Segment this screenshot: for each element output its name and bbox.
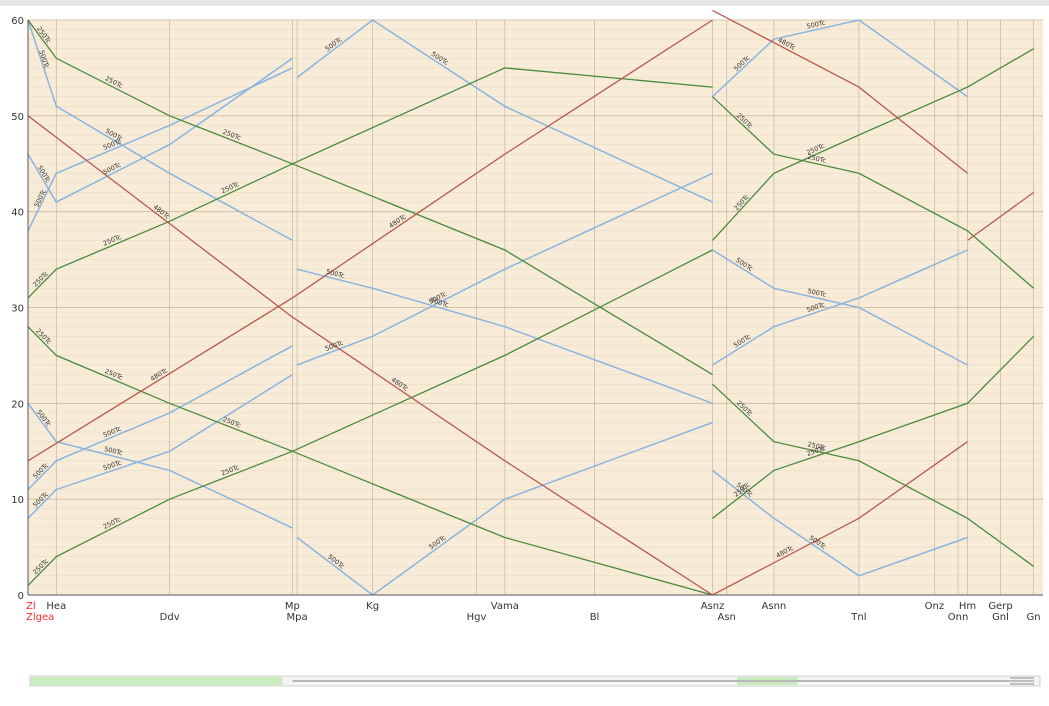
train-line-local	[296, 421, 713, 596]
train-line-freight	[967, 191, 1034, 241]
train-line-local	[27, 402, 293, 529]
station-label: Ddv	[160, 612, 180, 623]
station-label: Gerp	[988, 601, 1012, 612]
y-tick-label: 30	[11, 304, 24, 315]
train-line-express	[712, 335, 1035, 519]
top-header-bar	[0, 0, 1049, 6]
train-line-local	[712, 249, 968, 366]
station-label: Bl	[590, 612, 600, 623]
station-label: Zlgea	[26, 612, 54, 623]
train-line-local	[296, 268, 713, 405]
station-label: Mpa	[287, 612, 308, 623]
train-line-freight	[712, 441, 968, 596]
y-tick-label: 40	[11, 208, 24, 219]
y-tick-label: 10	[11, 495, 24, 506]
train-line-local	[27, 19, 293, 242]
train-line-freight	[27, 19, 713, 462]
train-line-local	[296, 172, 713, 366]
train-line-local	[27, 345, 293, 491]
train-line-local	[711, 19, 968, 98]
station-label: Hea	[46, 601, 66, 612]
train-line-express	[27, 326, 713, 596]
scrollbar-grip-handle[interactable]	[1010, 677, 1034, 685]
station-label: Hgv	[467, 612, 487, 623]
station-label: Gn	[1027, 612, 1041, 623]
station-label: Asnn	[762, 601, 787, 612]
station-label: Asnz	[701, 601, 725, 612]
station-label: Mp	[285, 601, 300, 612]
station-label: Asn	[718, 612, 736, 623]
y-tick-label: 50	[11, 112, 24, 123]
station-label: Vama	[491, 601, 519, 612]
train-line-express	[27, 67, 713, 299]
train-line-express	[712, 383, 1034, 567]
train-line-local	[27, 67, 293, 232]
train-line-freight	[27, 115, 713, 596]
y-tick-label: 20	[11, 399, 24, 410]
y-tick-label: 60	[11, 16, 24, 27]
train-line-express	[712, 96, 1035, 289]
train-line-freight	[712, 9, 968, 174]
train-line-local	[27, 57, 293, 204]
overview-viewport	[30, 677, 283, 685]
train-line-local	[712, 249, 968, 366]
train-line-local	[296, 19, 713, 203]
station-label: Hm	[959, 601, 976, 612]
station-label: Tnl	[850, 612, 866, 623]
train-line-express	[712, 48, 1034, 241]
station-label: Onn	[948, 612, 969, 623]
station-label: Onz	[925, 601, 944, 612]
station-label: Gnl	[992, 612, 1009, 623]
train-line-express	[27, 19, 713, 376]
train-line-express	[27, 249, 713, 586]
train-line-local	[27, 373, 293, 519]
y-tick-label: 0	[18, 591, 24, 602]
station-label: Zl	[26, 601, 36, 612]
station-label: Kg	[366, 601, 379, 612]
